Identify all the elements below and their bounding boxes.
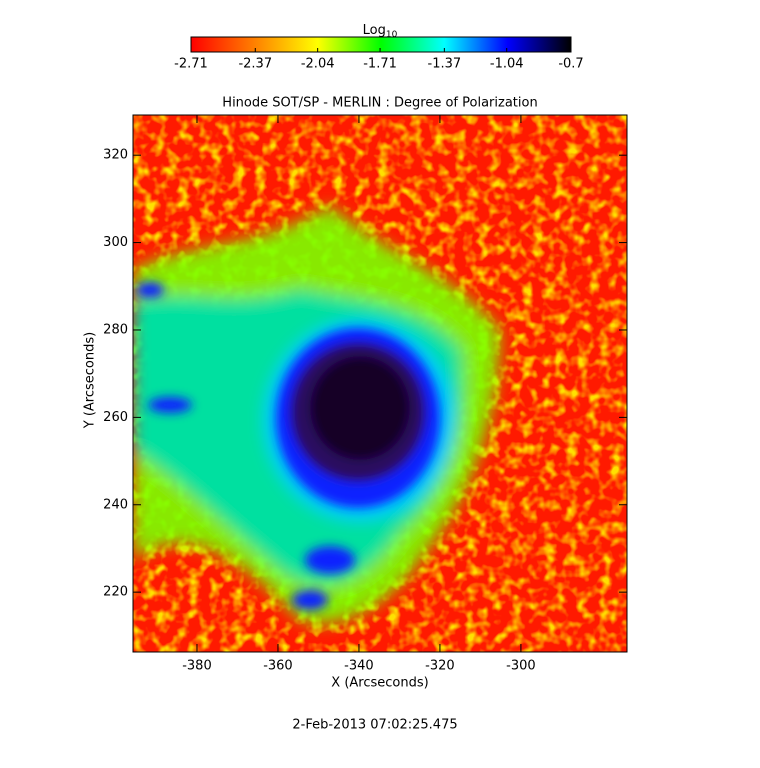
colorbar-label-subscript: 10	[386, 30, 398, 40]
y-tick-label: 240	[103, 497, 128, 512]
x-tick-label: -320	[425, 659, 455, 674]
colorbar-tick-label: -2.71	[174, 57, 208, 72]
x-tick-label: -380	[182, 659, 212, 674]
colorbar	[190, 36, 572, 53]
colorbar-tick-label: -2.04	[301, 57, 335, 72]
footer-date: 2-Feb-2013 07:02:25.475	[292, 718, 457, 733]
colorbar-tick-label: -0.7	[558, 57, 583, 72]
y-tick-label: 320	[103, 148, 128, 163]
x-axis-label: X (Arcseconds)	[331, 676, 428, 691]
y-axis-label: Y (Arcseconds)	[83, 332, 98, 429]
y-tick-label: 300	[103, 235, 128, 250]
solar-image	[133, 115, 627, 652]
x-tick-label: -300	[506, 659, 536, 674]
colorbar-tick-label: -1.04	[490, 57, 524, 72]
plot-frame	[132, 114, 628, 653]
colorbar-label-base: Log	[363, 23, 386, 38]
y-tick-label: 260	[103, 410, 128, 425]
x-tick-label: -360	[263, 659, 293, 674]
colorbar-tick-label: -2.37	[238, 57, 272, 72]
colorbar-label: Log10	[363, 23, 398, 40]
y-tick-label: 280	[103, 322, 128, 337]
chart-title: Hinode SOT/SP - MERLIN : Degree of Polar…	[222, 96, 537, 111]
colorbar-tick-label: -1.71	[363, 57, 397, 72]
y-tick-label: 220	[103, 585, 128, 600]
x-tick-label: -340	[344, 659, 374, 674]
colorbar-tick-label: -1.37	[428, 57, 462, 72]
